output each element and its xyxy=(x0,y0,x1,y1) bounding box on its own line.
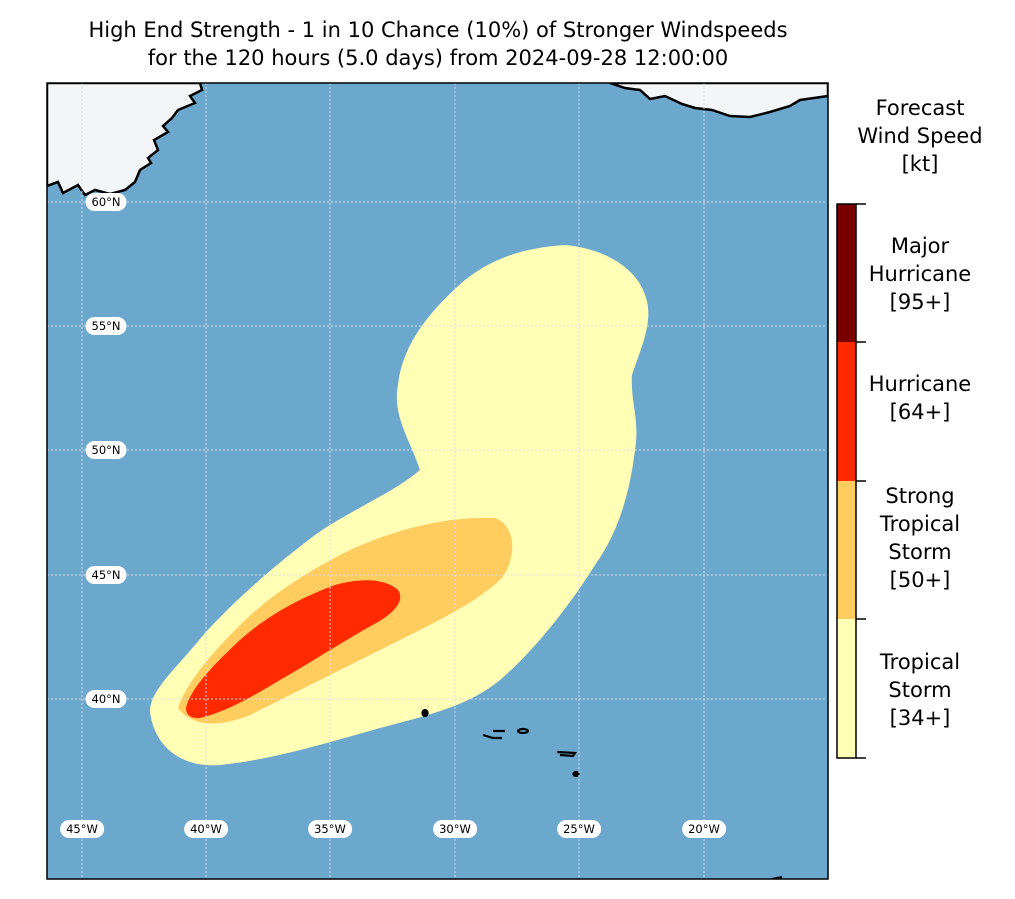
label-line: [64+] xyxy=(889,400,951,424)
colorbar-segment-major-hurricane xyxy=(837,204,856,342)
colorbar-label-major-hurricane: Major Hurricane [95+] xyxy=(850,232,990,316)
swath-hurricane xyxy=(186,580,401,719)
label-line: Tropical xyxy=(879,650,961,674)
lon-label-45w: 45°W xyxy=(60,820,104,838)
lat-label-45n: 45°N xyxy=(85,566,127,584)
azores-islands xyxy=(421,708,580,778)
lon-label-35w: 35°W xyxy=(308,820,352,838)
lat-label-60n: 60°N xyxy=(85,193,127,211)
label-line: Hurricane xyxy=(868,262,972,286)
colorbar-segment-hurricane xyxy=(837,342,856,481)
colorbar-title: Forecast Wind Speed [kt] xyxy=(840,94,1000,178)
lon-label-25w: 25°W xyxy=(557,820,601,838)
label-line: Storm xyxy=(888,540,952,564)
label-line: Strong xyxy=(885,484,955,508)
label-line: [34+] xyxy=(889,706,951,730)
colorbar-segment-strong-tropical-storm xyxy=(837,481,856,619)
land-iceland xyxy=(609,83,828,119)
lon-label-40w: 40°W xyxy=(184,820,228,838)
title-line-1: High End Strength - 1 in 10 Chance (10%)… xyxy=(88,18,788,42)
colorbar-ticks xyxy=(856,203,866,759)
label-line: Storm xyxy=(888,678,952,702)
lat-label-55n: 55°N xyxy=(85,317,127,335)
chart-title: High End Strength - 1 in 10 Chance (10%)… xyxy=(0,16,876,72)
lat-label-50n: 50°N xyxy=(85,441,127,459)
colorbar xyxy=(836,203,866,759)
colorbar-label-tropical-storm: Tropical Storm [34+] xyxy=(850,648,990,732)
colorbar-title-line: Forecast xyxy=(875,96,965,120)
colorbar-title-line: Wind Speed xyxy=(857,124,983,148)
label-line: Hurricane xyxy=(868,372,972,396)
title-line-2: for the 120 hours (5.0 days) from 2024-0… xyxy=(147,46,729,70)
colorbar-label-strong-tropical-storm: Strong Tropical Storm [50+] xyxy=(850,482,990,594)
lon-label-20w: 20°W xyxy=(682,820,726,838)
map-frame xyxy=(46,82,829,880)
label-line: Tropical xyxy=(879,512,961,536)
colorbar-label-hurricane: Hurricane [64+] xyxy=(850,370,990,426)
label-line: [95+] xyxy=(889,290,951,314)
label-line: Major xyxy=(890,234,950,258)
gridlines xyxy=(47,83,828,879)
colorbar-title-line: [kt] xyxy=(901,152,939,176)
lat-label-40n: 40°N xyxy=(85,690,127,708)
label-line: [50+] xyxy=(889,568,951,592)
colorbar-segment-tropical-storm xyxy=(837,619,856,758)
lon-label-30w: 30°W xyxy=(433,820,477,838)
land-greenland xyxy=(47,83,204,197)
